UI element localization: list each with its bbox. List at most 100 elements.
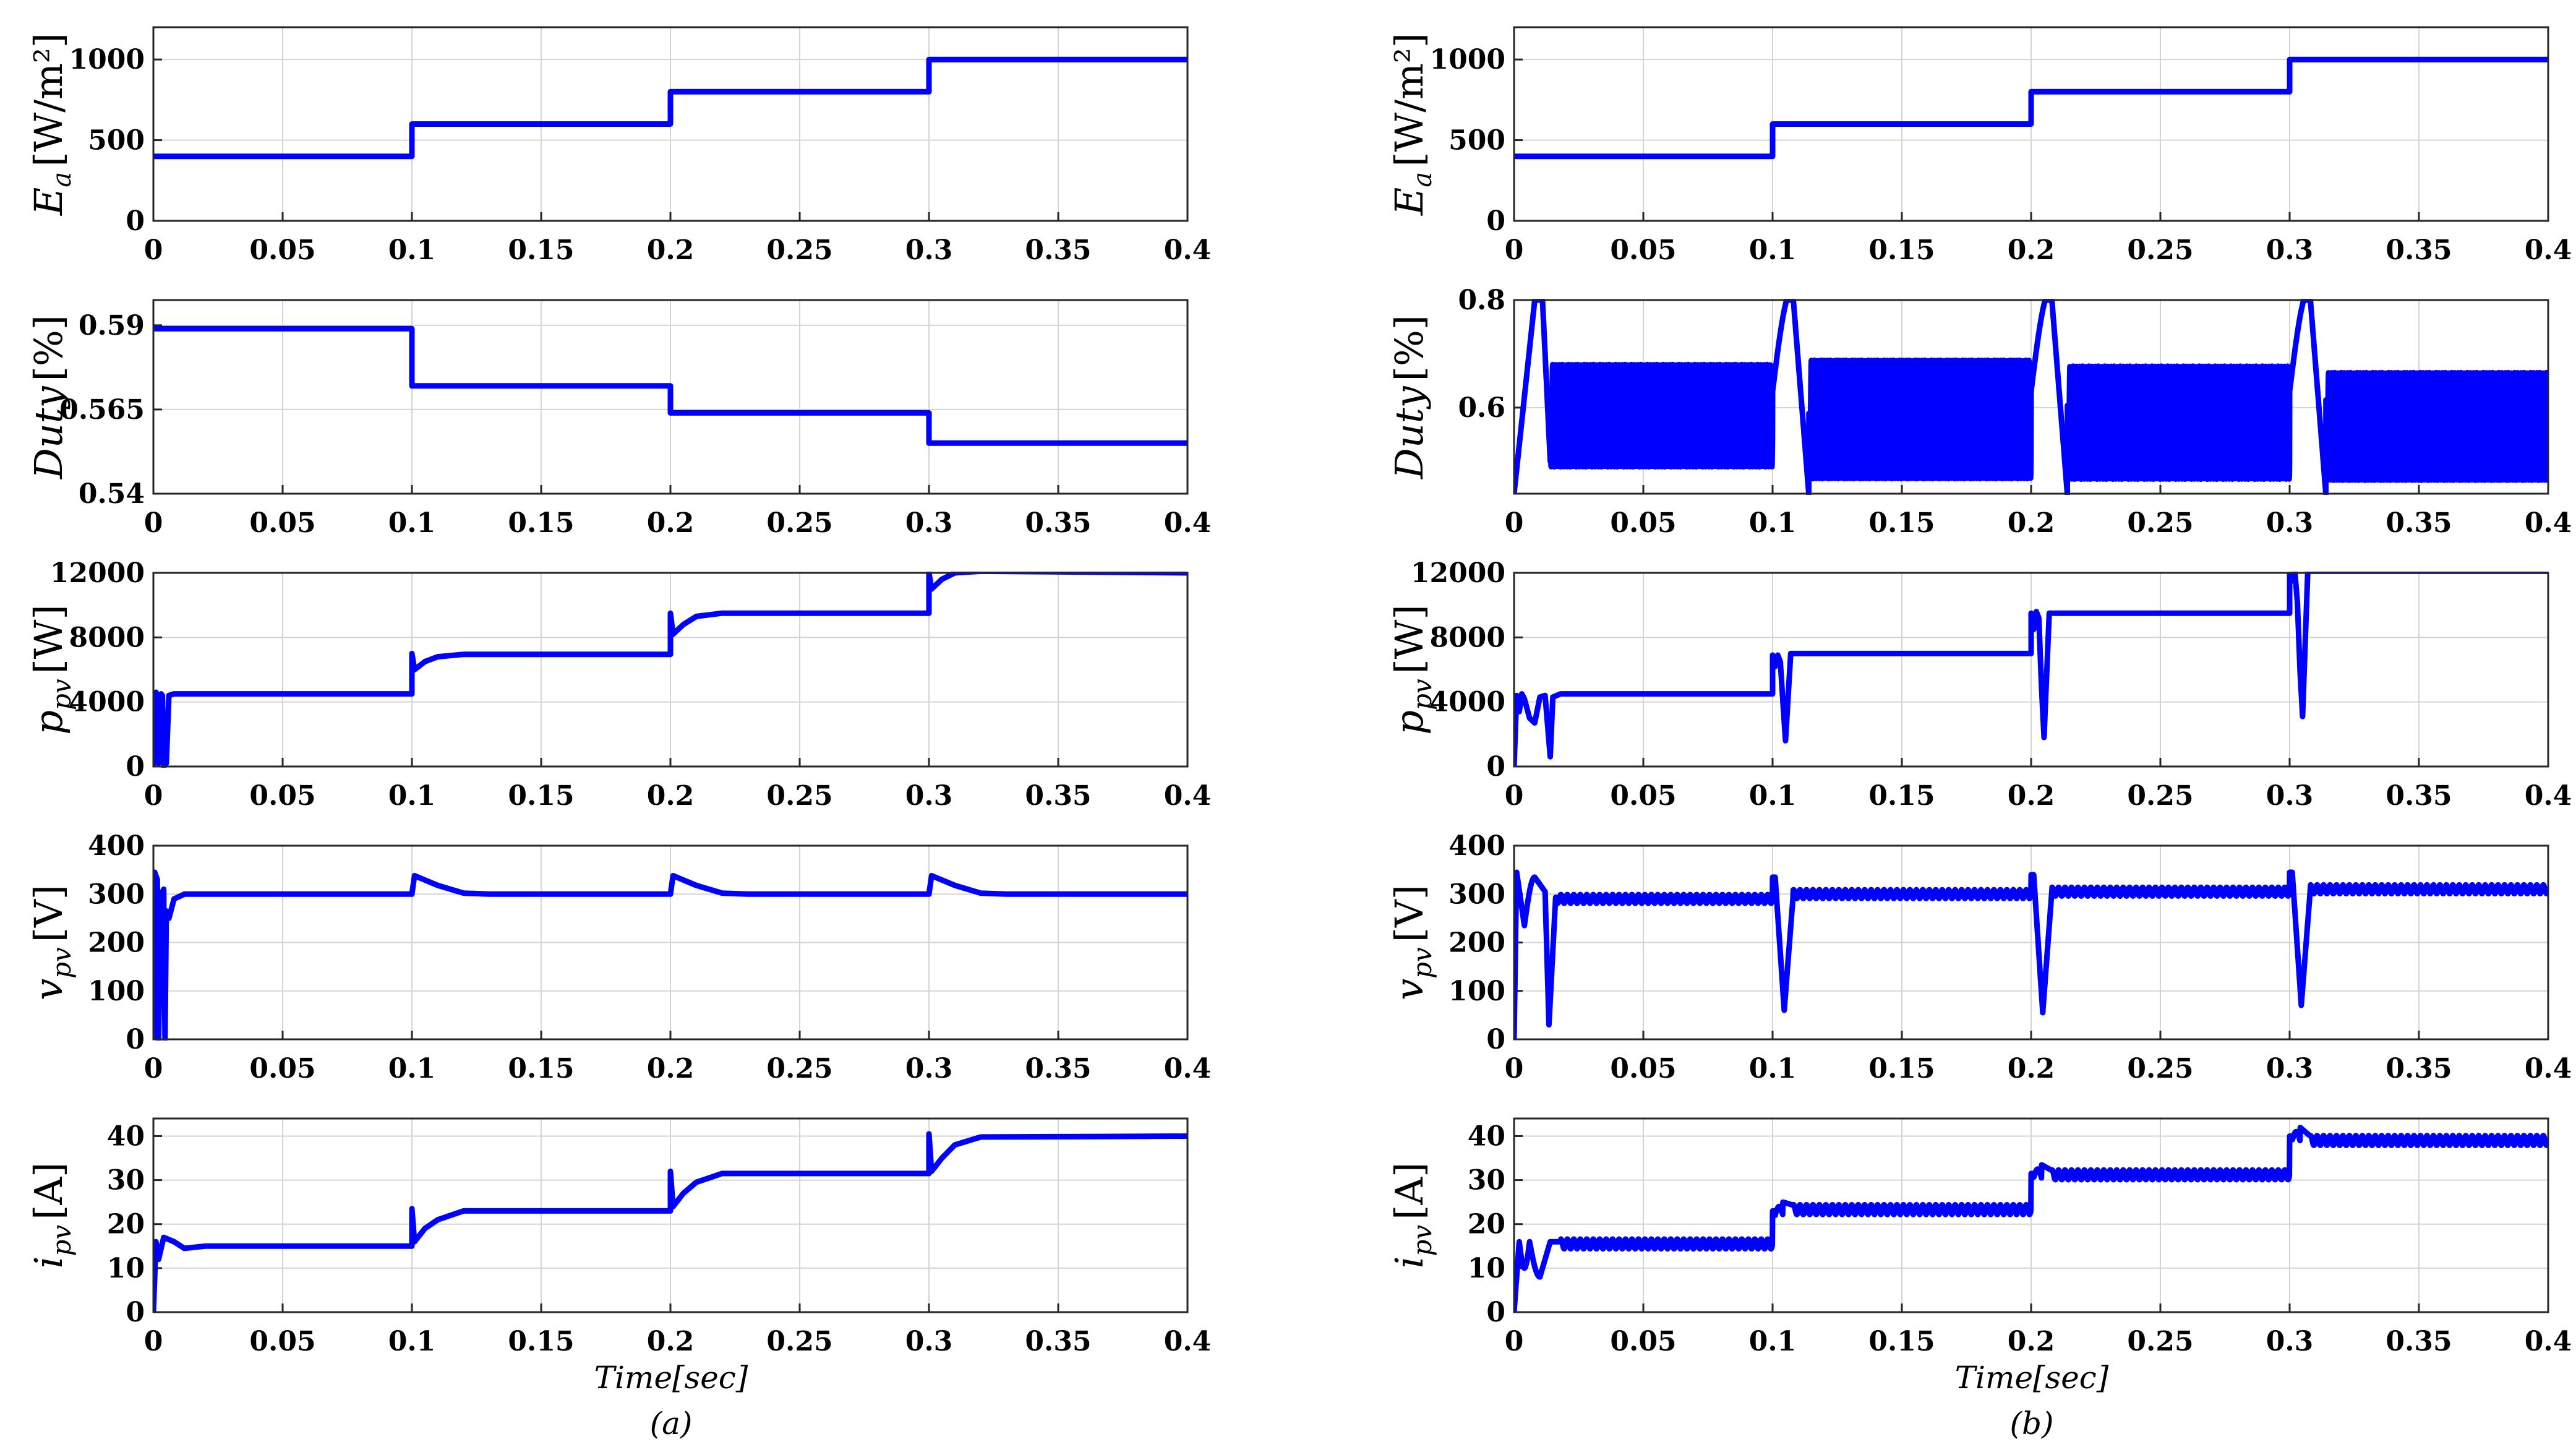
y-axis-label-unit: [V]: [1387, 885, 1432, 942]
series-line-a-ipv: [153, 1131, 1187, 1313]
x-tick-label: 0: [144, 780, 163, 812]
y-tick-label: 0.6: [1458, 392, 1505, 424]
x-tick-label: 0.05: [249, 234, 315, 266]
x-tick-label: 0: [1505, 1053, 1524, 1084]
y-tick-label: 0.54: [79, 478, 145, 510]
x-tick-label: 0.15: [508, 1053, 574, 1084]
y-tick-label: 100: [1448, 976, 1505, 1007]
y-tick-label: 400: [1448, 830, 1505, 862]
y-axis-label-subscript: a: [1407, 172, 1437, 187]
x-tick-label: 0.35: [2386, 1326, 2452, 1357]
plot-frame: [152, 26, 1189, 222]
y-tick-label: 12000: [1411, 557, 1505, 589]
x-tick-label: 0.15: [1868, 234, 1935, 266]
x-tick-label: 0.05: [249, 507, 315, 539]
chart-panel-a-irradiance: 0 0.05 0.1 0.15 0.2 0.25 0.3 0.35 0.4 0 500 1000 Ea […: [26, 26, 1212, 266]
plot-frame: [1513, 299, 2549, 495]
y-tick-label: 30: [1468, 1165, 1505, 1196]
x-tick-label: 0: [1505, 234, 1524, 266]
chart-panel-b-ppv: 0 0.05 0.1 0.15 0.2 0.25 0.3 0.35 0.4 0 4000 8000 12…: [1387, 557, 2572, 812]
x-tick-label: 0.4: [2525, 1326, 2572, 1357]
x-tick-label: 0.4: [1164, 234, 1212, 266]
x-tick-label: 0.05: [1610, 780, 1676, 812]
series-line-b-ipv: [1514, 1125, 2548, 1313]
y-axis-label: vpv [V]: [1387, 885, 1437, 1000]
x-tick-label: 0.35: [2386, 234, 2452, 266]
x-tick-label: 0.25: [766, 1326, 832, 1357]
y-axis-label-symbol: v: [1387, 979, 1432, 1000]
x-tick-label: 0.15: [1868, 1053, 1935, 1084]
x-tick-label: 0.05: [1610, 1053, 1676, 1084]
plot-frame: [1513, 844, 2549, 1041]
x-tick-label: 0.1: [388, 1326, 436, 1357]
y-axis-label: ppv [W]: [1387, 604, 1437, 734]
y-tick-label: 4000: [1430, 687, 1505, 718]
y-axis-label: vpv [V]: [26, 885, 77, 1000]
caption-a: (a): [650, 1406, 693, 1441]
y-axis-label-unit: [V]: [26, 885, 71, 942]
series-line-b-vpv: [1514, 869, 2548, 1040]
y-tick-label: 0: [126, 205, 145, 237]
y-tick-label: 200: [88, 927, 145, 959]
x-tick-label: 0.4: [1164, 507, 1212, 539]
y-tick-label: 1000: [69, 44, 145, 75]
y-tick-label: 0: [126, 1297, 145, 1328]
x-tick-label: 0.1: [388, 507, 436, 539]
y-axis-label-symbol: p: [26, 710, 71, 735]
x-tick-label: 0.35: [2386, 780, 2452, 812]
y-tick-label: 300: [88, 878, 145, 910]
y-tick-label: 10: [1468, 1253, 1505, 1284]
x-tick-label: 0.15: [508, 234, 574, 266]
y-tick-label: 30: [107, 1165, 145, 1196]
caption-b: (b): [2009, 1406, 2053, 1441]
series-line-a-duty: [153, 325, 1187, 446]
x-tick-label: 0.35: [2386, 1053, 2452, 1084]
x-tick-label: 0.05: [1610, 234, 1676, 266]
y-axis-label-unit: [W/m²]: [1387, 33, 1432, 167]
y-axis-label: Duty[%]: [26, 315, 71, 479]
x-tick-label: 0.3: [905, 1326, 953, 1357]
x-tick-label: 0.4: [2525, 780, 2572, 812]
chart-panel-b-duty: 0 0.05 0.1 0.15 0.2 0.25 0.3 0.35 0.4 0.6 0.8 Duty[…: [1387, 285, 2572, 539]
y-axis-label: ppv [W]: [26, 604, 77, 734]
x-tick-label: 0.15: [1868, 1326, 1935, 1357]
y-tick-label: 0: [1486, 205, 1505, 237]
y-axis-label-unit: [%]: [26, 315, 71, 381]
y-tick-label: 500: [1448, 125, 1505, 157]
x-tick-label: 0.35: [2386, 507, 2452, 539]
x-tick-label: 0.1: [388, 780, 436, 812]
panels-layer: 0 0.05 0.1 0.15 0.2 0.25 0.3 0.35 0.405001000Ea[…: [26, 26, 2572, 1357]
y-tick-label: 300: [1448, 878, 1505, 910]
x-tick-label: 0.2: [647, 780, 695, 812]
x-tick-label: 0.3: [2266, 234, 2314, 266]
x-tick-label: 0.1: [388, 234, 436, 266]
x-tick-label: 0.15: [1868, 780, 1935, 812]
y-axis-label-unit: [A]: [1387, 1162, 1432, 1220]
x-tick-label: 0.05: [249, 1326, 315, 1357]
x-tick-label: 0.15: [508, 1326, 574, 1357]
x-tick-label: 0.3: [2266, 507, 2314, 539]
y-axis-label-subscript: a: [46, 172, 77, 187]
y-tick-label: 20: [1468, 1209, 1505, 1240]
x-tick-label: 0.3: [2266, 1326, 2314, 1357]
x-axis-label-b: Time[sec]: [1955, 1360, 2109, 1396]
x-tick-label: 0: [144, 1053, 163, 1084]
x-tick-label: 0.05: [249, 780, 315, 812]
y-axis-label-symbol: E: [1387, 187, 1432, 216]
y-axis-label-symbol: Duty: [26, 385, 71, 479]
plot-frame: [1513, 26, 2549, 222]
y-axis-label-subscript: pv: [46, 1225, 77, 1256]
plot-frame: [1513, 572, 2549, 768]
y-tick-label: 100: [88, 976, 145, 1007]
x-tick-label: 0.2: [647, 1326, 695, 1357]
x-tick-label: 0.25: [2127, 1326, 2193, 1357]
x-tick-label: 0.25: [2127, 234, 2193, 266]
plot-frame: [152, 572, 1189, 768]
x-tick-label: 0.15: [508, 507, 574, 539]
y-tick-label: 20: [107, 1209, 145, 1240]
x-tick-label: 0.4: [2525, 234, 2572, 266]
x-tick-label: 0.25: [766, 507, 832, 539]
x-tick-label: 0.1: [1749, 234, 1797, 266]
x-tick-label: 0.15: [508, 780, 574, 812]
